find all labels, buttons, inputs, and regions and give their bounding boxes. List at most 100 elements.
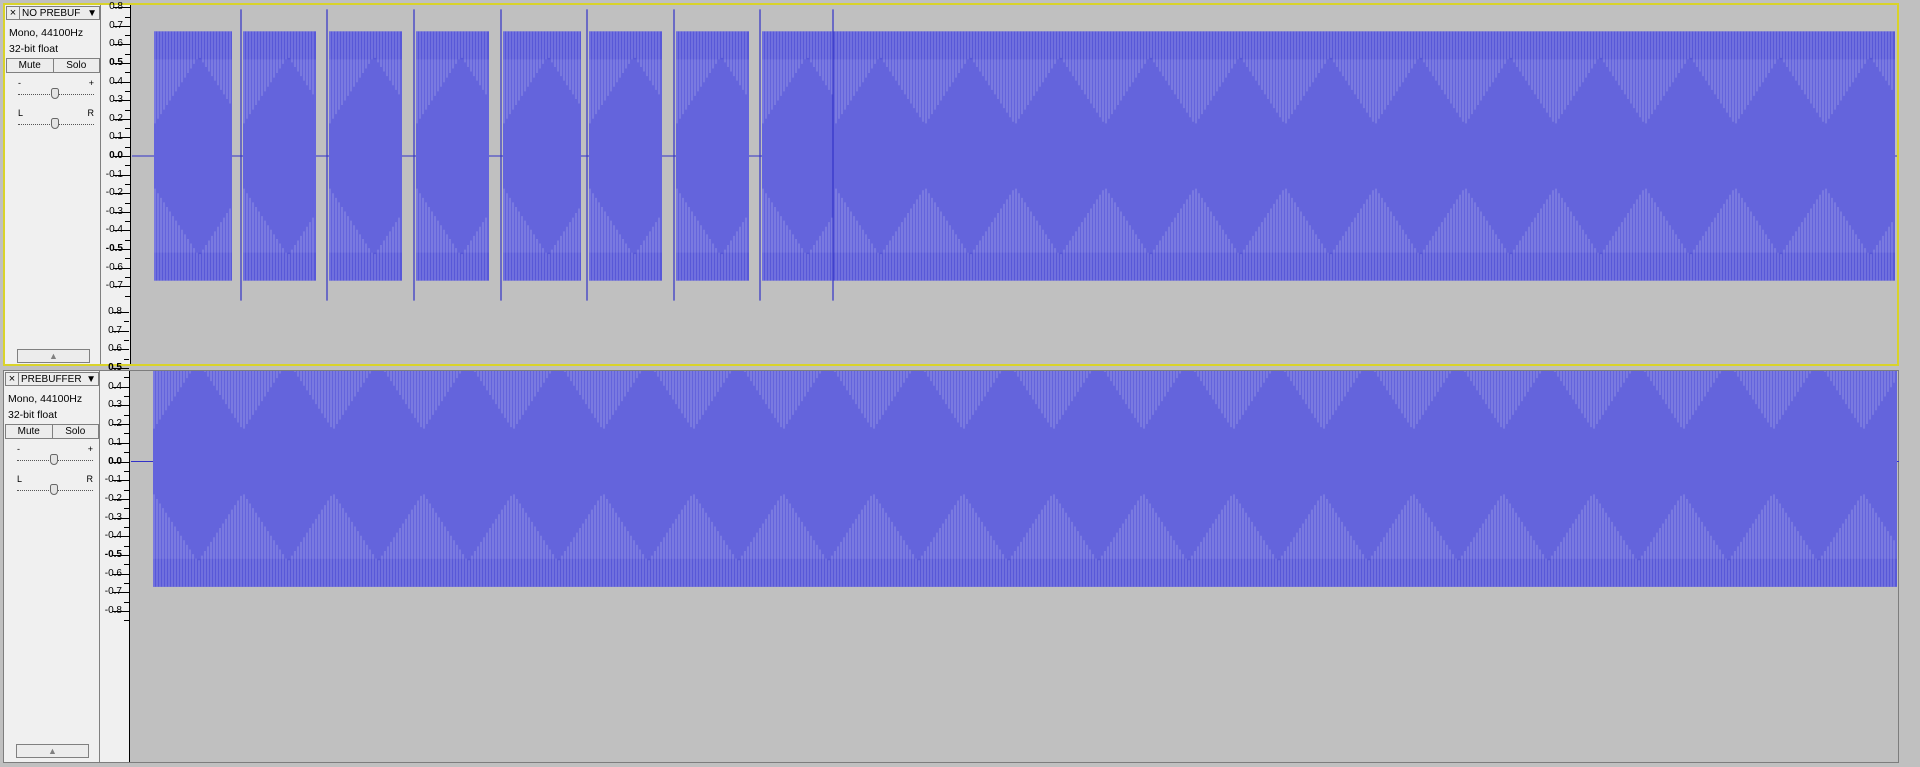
ruler-tick: [112, 592, 129, 594]
track-name-menu-button[interactable]: NO PREBUF ▼: [20, 6, 100, 20]
ruler-tick: [113, 286, 130, 288]
audio-track-prebuffer[interactable]: × PREBUFFER ▼ Mono, 44100Hz 32-bit float…: [3, 306, 1899, 763]
ruler-label: 0.1: [109, 131, 123, 143]
pan-slider-thumb[interactable]: [51, 118, 59, 129]
ruler-tick: [112, 386, 129, 388]
ruler-minor-tick: [124, 396, 129, 398]
ruler-tick: [113, 25, 130, 27]
ruler-tick: [113, 267, 130, 269]
solo-button[interactable]: Solo: [52, 424, 99, 439]
pan-left-label: L: [17, 474, 23, 484]
ruler-minor-tick: [125, 90, 130, 92]
ruler-label: 0.6: [108, 343, 122, 355]
pan-right-label: R: [87, 108, 95, 118]
ruler-tick: [113, 211, 130, 213]
ruler-label: 0.0: [109, 150, 123, 161]
ruler-tick: [113, 156, 130, 157]
track-name: NO PREBUF: [22, 7, 81, 19]
ruler-tick: [113, 137, 130, 139]
pan-slider-thumb[interactable]: [50, 484, 58, 495]
waveform-segment: [153, 371, 1897, 587]
gain-slider-thumb[interactable]: [51, 88, 59, 99]
ruler-tick: [112, 442, 129, 444]
ruler-minor-tick: [125, 35, 130, 37]
waveform-segment: [835, 31, 1895, 281]
ruler-minor-tick: [124, 414, 129, 416]
ruler-minor-tick: [125, 16, 130, 18]
track-bit-depth: 32-bit float: [8, 409, 58, 421]
close-track-button[interactable]: ×: [5, 372, 19, 386]
ruler-label: -0.2: [104, 492, 122, 504]
pan-slider[interactable]: L R: [17, 474, 93, 497]
ruler-tick: [113, 7, 130, 9]
track-control-panel: × PREBUFFER ▼ Mono, 44100Hz 32-bit float…: [4, 371, 100, 762]
collapse-track-button[interactable]: ▲: [17, 349, 90, 363]
waveform-segment: [762, 31, 835, 281]
ruler-label: -0.4: [105, 224, 123, 236]
ruler-tick: [112, 573, 129, 575]
ruler-tick: [113, 118, 130, 120]
gain-minus-label: -: [18, 78, 21, 88]
ruler-label: -0.1: [104, 474, 122, 486]
waveform: [132, 9, 1897, 301]
track-bit-depth: 32-bit float: [9, 43, 59, 55]
waveform-display[interactable]: [131, 371, 1899, 762]
ruler-label: -0.1: [105, 168, 123, 180]
ruler-minor-tick: [125, 128, 130, 130]
gain-slider[interactable]: - +: [17, 444, 93, 467]
ruler-minor-tick: [125, 276, 130, 278]
ruler-tick: [112, 517, 129, 519]
waveform-display[interactable]: [132, 5, 1897, 364]
track-name-menu-button[interactable]: PREBUFFER ▼: [19, 372, 99, 386]
ruler-minor-tick: [124, 339, 129, 341]
ruler-label: -0.6: [104, 567, 122, 579]
track-format: Mono, 44100Hz: [8, 393, 83, 405]
collapse-track-button[interactable]: ▲: [16, 744, 89, 758]
ruler-label: 0.3: [109, 94, 123, 106]
ruler-minor-tick: [124, 321, 129, 323]
track-control-panel: × NO PREBUF ▼ Mono, 44100Hz 32-bit float…: [5, 5, 101, 364]
gain-slider-thumb[interactable]: [50, 454, 58, 465]
ruler-minor-tick: [124, 489, 129, 491]
mute-button[interactable]: Mute: [6, 58, 54, 73]
waveform-segment: [243, 31, 316, 281]
pan-slider[interactable]: L R: [18, 108, 94, 131]
ruler-minor-tick: [124, 358, 129, 360]
ruler-minor-tick: [124, 564, 129, 566]
amplitude-ruler: 0.8 0.7 0.6 0.5 0.4 0.3 0.2 0.1 0.0 -0.1 -0.2 -0.3 -…: [100, 306, 130, 762]
ruler-tick: [112, 311, 129, 313]
audio-track-no-prebuf[interactable]: × NO PREBUF ▼ Mono, 44100Hz 32-bit float…: [3, 1, 1899, 366]
ruler-label: 0.8: [108, 305, 122, 317]
ruler-tick: [112, 555, 129, 556]
ruler-minor-tick: [124, 526, 129, 528]
ruler-tick: [113, 63, 130, 64]
chevron-down-icon: ▼: [86, 373, 96, 385]
ruler-tick: [113, 193, 130, 195]
gain-slider[interactable]: - +: [18, 78, 94, 101]
ruler-label: -0.8: [104, 605, 122, 617]
waveform-segment: [154, 31, 232, 281]
ruler-minor-tick: [125, 146, 130, 148]
gain-plus-label: +: [88, 78, 94, 88]
ruler-label: 0.8: [109, 1, 123, 13]
waveform-segment: [416, 31, 489, 281]
ruler-minor-tick: [125, 183, 130, 185]
chevron-down-icon: ▼: [87, 7, 97, 19]
solo-button[interactable]: Solo: [53, 58, 100, 73]
ruler-label: -0.3: [105, 205, 123, 217]
ruler-minor-tick: [125, 221, 130, 223]
amplitude-ruler: 0.8 0.7 0.6 0.5 0.4 0.3 0.2 0.1 0.0 -0.1 -0.2 -0.3 -…: [101, 1, 131, 364]
ruler-minor-tick: [124, 545, 129, 547]
waveform-segment: [503, 31, 581, 281]
ruler-label: 0.7: [108, 324, 122, 336]
close-track-button[interactable]: ×: [6, 6, 20, 20]
ruler-minor-tick: [125, 72, 130, 74]
ruler-label: -0.4: [104, 530, 122, 542]
mute-button[interactable]: Mute: [5, 424, 53, 439]
ruler-minor-tick: [124, 583, 129, 585]
ruler-minor-tick: [124, 452, 129, 454]
ruler-minor-tick: [124, 620, 129, 622]
ruler-tick: [112, 536, 129, 538]
ruler-label: 0.2: [109, 112, 123, 124]
pan-right-label: R: [86, 474, 94, 484]
